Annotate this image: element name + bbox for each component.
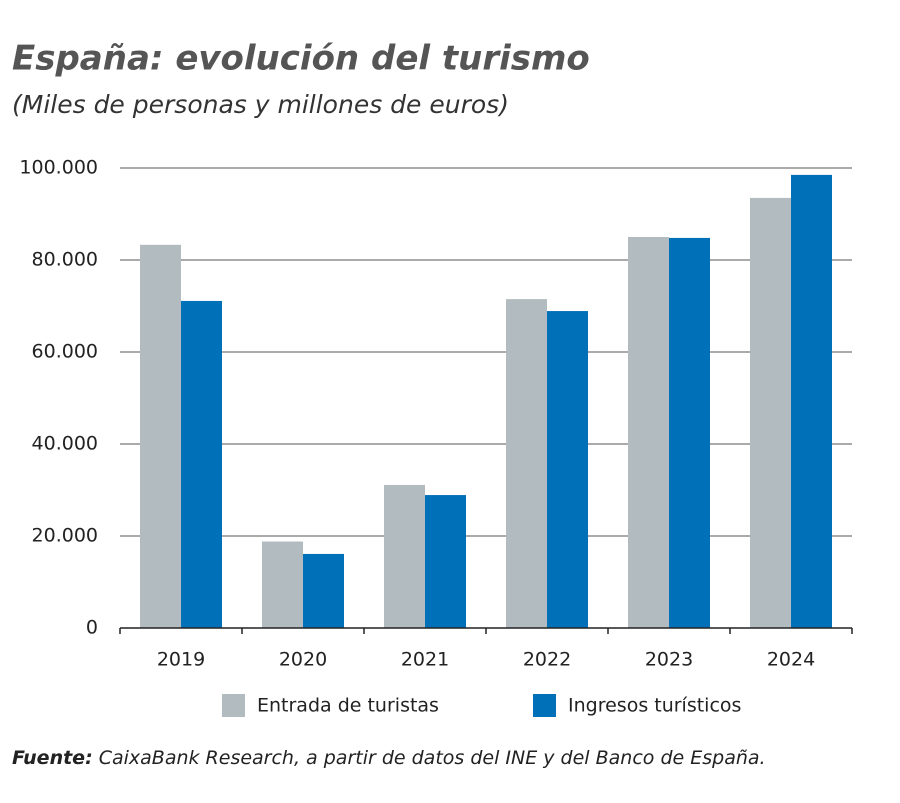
bar <box>262 541 303 628</box>
source-text: CaixaBank Research, a partir de datos de… <box>99 747 766 769</box>
bar <box>140 244 181 628</box>
bar <box>750 197 791 628</box>
legend-label: Ingresos turísticos <box>568 695 741 717</box>
bar <box>547 311 588 628</box>
x-tick-label: 2020 <box>279 649 327 671</box>
chart-subtitle: (Miles de personas y millones de euros) <box>12 90 509 119</box>
y-tick-label: 0 <box>86 617 98 639</box>
y-tick-label: 60.000 <box>32 341 98 363</box>
legend-swatch <box>222 694 245 717</box>
bar <box>425 495 466 628</box>
y-tick-label: 80.000 <box>32 249 98 271</box>
bar <box>628 237 669 628</box>
bar <box>181 300 222 628</box>
source-label: Fuente: <box>12 747 93 769</box>
bar <box>384 484 425 628</box>
bar <box>506 299 547 628</box>
legend-label: Entrada de turistas <box>257 695 439 717</box>
x-tick-label: 2023 <box>645 649 693 671</box>
y-tick-label: 100.000 <box>19 157 98 179</box>
x-tick-label: 2021 <box>401 649 449 671</box>
x-tick-label: 2022 <box>523 649 571 671</box>
x-tick-label: 2019 <box>157 649 205 671</box>
chart-title: España: evolución del turismo <box>12 39 590 79</box>
y-tick-label: 20.000 <box>32 525 98 547</box>
bar <box>791 174 832 628</box>
bar <box>669 237 710 629</box>
legend-swatch <box>533 694 556 717</box>
source: Fuente: CaixaBank Research, a partir de … <box>12 747 766 769</box>
y-tick-label: 40.000 <box>32 433 98 455</box>
x-tick-label: 2024 <box>767 649 815 671</box>
bar <box>303 553 344 628</box>
